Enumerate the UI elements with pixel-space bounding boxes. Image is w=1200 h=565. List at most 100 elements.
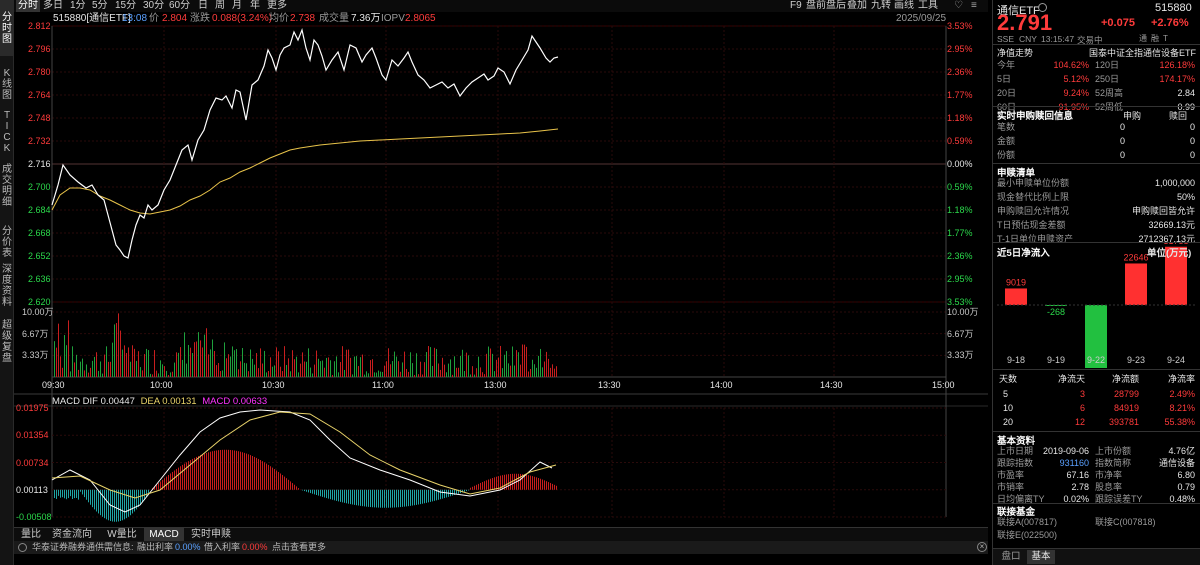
macd-name: MACD — [52, 396, 80, 407]
indicator-tab-1[interactable]: 资金流向 — [52, 529, 92, 540]
redemption-row: 申购赎回允许情况 申购赎回皆允许 — [997, 205, 1197, 217]
period-2[interactable]: 1分 — [70, 0, 86, 11]
period-4[interactable]: 15分 — [115, 0, 137, 11]
realtime-purchase: 0 — [1119, 136, 1125, 146]
period-toolbar: 分时 多日 1分 5分 15分 30分 60分日周月年更多 F9 盘前盘后 叠加 九转 画线 工具 ♡ ≡ — [14, 0, 988, 12]
intraday-chart[interactable] — [0, 0, 992, 527]
price-tick-8: 2.684 — [28, 205, 51, 215]
pct-tick-12: 3.53% — [947, 297, 973, 307]
indicator-tab-0[interactable]: 量比 — [21, 529, 41, 540]
menu-icon[interactable]: ≡ — [971, 0, 977, 11]
divider — [993, 369, 1200, 370]
price-tick-10: 2.652 — [28, 251, 51, 261]
left-nav-4[interactable]: 分 价 表 — [2, 226, 12, 259]
flow-row: 20 12 393781 55.38% — [997, 416, 1197, 428]
tool-2[interactable]: 叠加 — [847, 0, 867, 11]
pct-tick-8: 1.18% — [947, 205, 973, 215]
netflow-bar-4 — [1165, 246, 1187, 305]
macd-macd-label: MACD — [202, 396, 231, 407]
price-tick-6: 2.716 — [28, 159, 51, 169]
right-panel-tab-0[interactable]: 盘口 — [1001, 551, 1021, 562]
time-tick-4: 13:00 — [484, 380, 507, 390]
netflow-label-4: 31758 — [1163, 243, 1188, 246]
realtime-col2: 赎回 — [1169, 111, 1188, 121]
divider — [993, 431, 1200, 432]
tool-4[interactable]: 画线 — [894, 0, 914, 11]
macd-macd-value: 0.00633 — [232, 396, 268, 407]
avg-price-line — [51, 128, 559, 215]
period-10[interactable]: 年 — [250, 0, 260, 11]
period-9[interactable]: 月 — [232, 0, 242, 11]
nav-value: 126.18% — [1159, 60, 1195, 70]
price-tick-4: 2.748 — [28, 113, 51, 123]
netflow-date-1: 9-19 — [1047, 355, 1065, 365]
time-tick-1: 10:00 — [150, 380, 173, 390]
price-tick-5: 2.732 — [28, 136, 51, 146]
linked-fund-c: 联接C(007818) — [1095, 517, 1156, 527]
realtime-purchase: 0 — [1119, 150, 1125, 160]
redemption-value: 申购赎回皆允许 — [1131, 206, 1195, 216]
left-nav-2[interactable]: T I C K — [3, 110, 11, 154]
status-bar[interactable]: 华泰证券融券通供需信息: 融出利率 0.00% 借入利率 0.00% 点击查看更… — [14, 541, 988, 554]
period-0[interactable]: 分时 — [16, 0, 40, 12]
flow-days: 20 — [1003, 417, 1014, 427]
chart-info-bar: 515880[通信ETF] 13:08 价 2.804 涨跌 0.088(3.2… — [14, 12, 988, 25]
heart-icon[interactable]: ♡ — [954, 0, 963, 11]
close-icon[interactable]: × — [977, 542, 987, 552]
redemption-label: 最小申赎单位份额 — [997, 178, 1070, 188]
tool-0[interactable]: F9 — [790, 0, 802, 11]
left-nav-5[interactable]: 深 度 资 料 — [2, 264, 12, 308]
period-1[interactable]: 多日 — [43, 0, 63, 11]
time-tick-2: 10:30 — [262, 380, 285, 390]
left-nav-3[interactable]: 成 交 明 细 — [2, 164, 12, 208]
linked-row: 联接A(007817) 联接C(007818) — [997, 516, 1197, 528]
realtime-label: 笔数 — [997, 122, 1016, 132]
period-8[interactable]: 周 — [215, 0, 225, 11]
basic-value: 931160 — [1059, 458, 1089, 468]
realtime-title: 实时申购赎回信息 — [997, 111, 1074, 122]
flow-rate: 8.21% — [1169, 403, 1195, 413]
linked-fund-a: 联接A(007817) — [997, 517, 1058, 527]
period-5[interactable]: 30分 — [143, 0, 165, 11]
realtime-label: 金额 — [997, 136, 1016, 146]
pct-tick-1: 2.95% — [947, 44, 973, 54]
indicator-tab-3[interactable]: MACD — [144, 528, 184, 542]
basic-label: 上市日期 — [997, 446, 1034, 456]
redemption-value: 50% — [1176, 192, 1195, 202]
left-nav-0[interactable]: 分 时 图 — [0, 0, 14, 56]
quote-pct: +2.76% — [1151, 17, 1189, 29]
basic-value: 0.02% — [1063, 494, 1089, 504]
status-more-link[interactable]: 点击查看更多 — [272, 542, 327, 552]
period-7[interactable]: 日 — [198, 0, 208, 11]
period-11[interactable]: 更多 — [267, 0, 287, 11]
basic-value: 2.78 — [1071, 482, 1089, 492]
volume-bars — [54, 313, 557, 377]
nav-row: 60日 91.95% 52周低 0.99 — [997, 101, 1197, 113]
pct-tick-7: 0.59% — [947, 182, 973, 192]
time-tick-7: 14:30 — [820, 380, 843, 390]
tool-5[interactable]: 工具 — [918, 0, 938, 11]
flow-row: 10 6 84919 8.21% — [997, 402, 1197, 414]
tool-1[interactable]: 盘前盘后 — [806, 0, 846, 11]
lend-rate-value: 0.00% — [175, 542, 201, 552]
netflow-bar-0 — [1005, 288, 1027, 305]
avg-value: 2.738 — [290, 13, 316, 24]
right-panel-tab-1[interactable]: 基本 — [1027, 550, 1055, 564]
tool-3[interactable]: 九转 — [871, 0, 891, 11]
period-6[interactable]: 60分 — [169, 0, 191, 11]
nav-row: 20日 9.24% 52周高 2.84 — [997, 87, 1197, 99]
pct-tick-2: 2.36% — [947, 67, 973, 77]
nav-value: 2.84 — [1177, 88, 1195, 98]
left-nav-1[interactable]: K 线 图 — [2, 68, 12, 101]
indicator-tab-2[interactable]: W量比 — [107, 529, 137, 540]
security-code-name: 515880[通信ETF] — [53, 13, 131, 24]
period-3[interactable]: 5分 — [92, 0, 108, 11]
left-nav-6[interactable]: 超 级 复 盘 — [2, 320, 12, 364]
info-icon[interactable] — [1038, 3, 1047, 12]
indicator-tab-4[interactable]: 实时申赎 — [191, 529, 231, 540]
vol-tick-1: 6.67万 — [22, 328, 49, 339]
volume-value: 7.36万 — [351, 13, 381, 24]
macd-dea-label: DEA — [140, 396, 160, 407]
price-tick-9: 2.668 — [28, 228, 51, 238]
quote-tag-0: 通 — [1139, 34, 1147, 43]
